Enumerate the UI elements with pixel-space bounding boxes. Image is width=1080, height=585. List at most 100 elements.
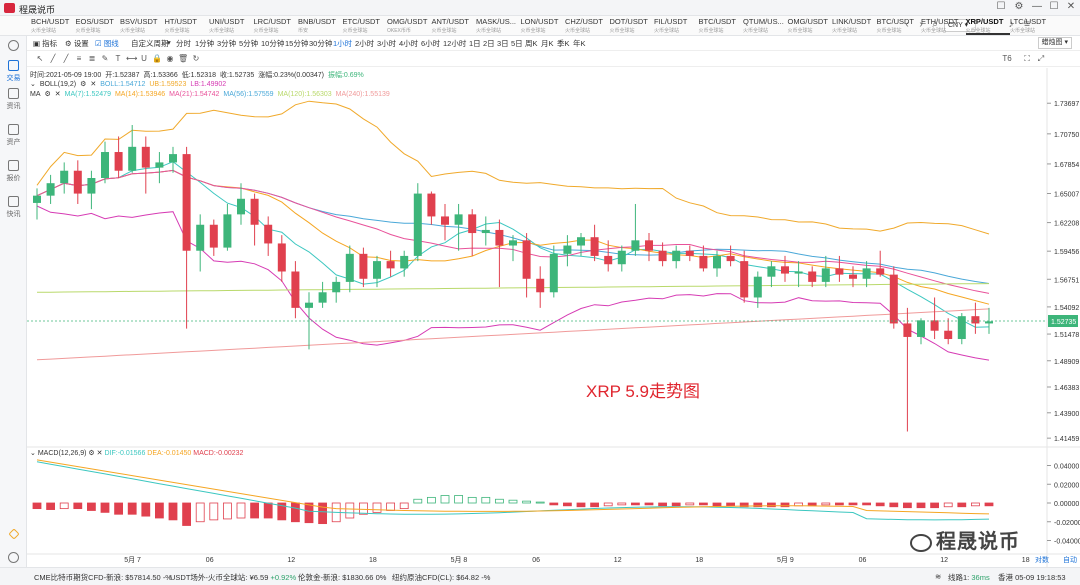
sidebar-item-flash[interactable]: 快讯 [0,192,27,226]
menu-icon[interactable]: ≡ [1024,19,1030,30]
period-button[interactable]: 周K [525,39,538,48]
ticker-tab[interactable]: OMG/USDT 火币全球站 [788,17,832,35]
indicator-button[interactable]: ▣ 指标 [33,39,58,48]
period-button[interactable]: 6小时 [421,39,441,48]
maximize-button[interactable]: ☐ [1049,1,1059,12]
sidebar-settings[interactable] [0,548,27,582]
channel-icon[interactable]: ≡ [76,54,82,63]
layout-icon[interactable]: ☐ [996,1,1006,12]
chart-size-label[interactable]: T6 [1002,54,1012,63]
ticker-tab[interactable]: XRP/USDT 火币全球站 [965,17,1010,35]
period-button[interactable]: 3小时 [377,39,397,48]
period-button[interactable]: 季K [557,39,570,48]
period-dropdown-icon[interactable]: ▾ [167,38,171,47]
ticker-tab[interactable]: OMG/USDT OKEX币币 [387,17,431,35]
ticker-tab[interactable]: BTC/USDT 火币全球站 [699,17,743,35]
ticker-tab[interactable]: FIL/USDT 火币全球站 [654,17,698,35]
ticker-tab[interactable]: MASK/US... 火币全球站 [476,17,520,35]
status-item-cme[interactable]: CME比特币期货CFD-新浪: $57814.50 -% [34,572,172,583]
cursor-icon[interactable]: ↖ [36,54,44,63]
status-item-oil[interactable]: 纽约原油CFD(CL): $64.82 -% [392,572,490,583]
ticker-tab[interactable]: BTC/USDT 火币全球站 [877,17,921,35]
period-button[interactable]: 分时 [176,39,191,48]
ma-close-icon[interactable]: ✕ [54,91,61,98]
sidebar-brand[interactable] [0,36,27,70]
ticker-tab[interactable]: EOS/USDT 火币全球站 [76,17,120,35]
ticker-tab[interactable]: BSV/USDT 火币全球站 [120,17,164,35]
period-button[interactable]: 10分钟 [261,39,285,48]
next-tabs-icon[interactable]: › [919,19,923,30]
period-button[interactable]: 月K [541,39,554,48]
period-button[interactable]: 2小时 [355,39,375,48]
boll-settings-icon[interactable]: ⚙ [80,81,87,88]
period-button[interactable]: 3分钟 [217,39,237,48]
refresh-icon[interactable]: ↻ [192,54,200,63]
auto-scale-toggle[interactable]: 自动 [1063,555,1077,564]
sidebar-item-assets[interactable]: 资产 [0,120,27,154]
measure-icon[interactable]: ⟷ [126,54,138,63]
trash-icon[interactable]: 🗑 [178,54,189,63]
ticker-tab[interactable]: LINK/USDT 火币全球站 [832,17,876,35]
sidebar-item-news[interactable]: 资讯 [0,84,27,118]
ticker-tab[interactable]: ANT/USDT 火币全球站 [432,17,476,35]
period-button[interactable]: 1日 [469,39,481,48]
period-button[interactable]: 2日 [483,39,495,48]
ticker-tab[interactable]: QTUM/US... 火币全球站 [743,17,787,35]
period-button[interactable]: 5分钟 [239,39,259,48]
close-button[interactable]: ✕ [1066,1,1076,12]
sidebar-item-quotes[interactable]: 报价 [0,156,27,190]
ma-settings-icon[interactable]: ⚙ [44,91,51,98]
ticker-tab[interactable]: UNI/USDT 火币全球站 [209,17,253,35]
macd-close-icon[interactable]: ✕ [96,450,103,457]
status-item-usdt[interactable]: USDT场外-火币全球站: ¥6.59 +0.92% [170,572,296,583]
sidebar-item-trade[interactable]: 交易 [0,56,27,90]
candle-body [577,237,585,246]
chart-type-select[interactable]: 蜡烛图 ▾ [1037,37,1072,49]
period-button[interactable]: 5日 [511,39,523,48]
ticker-tab[interactable]: BCH/USDT 火币全球站 [31,17,75,35]
period-button[interactable]: 15分钟 [285,39,309,48]
text-icon[interactable]: T [115,54,121,63]
custom-period-button[interactable]: 自定义周期 [131,39,169,48]
eye-icon[interactable]: ◉ [166,54,174,63]
ticker-tab[interactable]: LON/USDT 火币全球站 [521,17,565,35]
ticker-tab[interactable]: BNB/USDT 币安 [298,17,342,35]
magnet-icon[interactable]: U [141,54,147,63]
prev-tabs-icon[interactable]: ‹ [905,19,909,30]
period-button[interactable]: 12小时 [443,39,467,48]
period-button[interactable]: 1小时 [333,39,353,48]
ticker-tab[interactable]: ETC/USDT 火币全球站 [343,17,387,35]
ticker-tab[interactable]: LRC/USDT 火币全球站 [254,17,298,35]
ticker-tab[interactable]: CHZ/USDT 火币全球站 [565,17,609,35]
settings-icon[interactable]: ⚙ [1014,1,1024,12]
period-button[interactable]: 1分钟 [195,39,215,48]
period-button[interactable]: 30分钟 [309,39,333,48]
hide-lines-button[interactable]: ☑ 图线 [95,39,119,48]
period-button[interactable]: 年K [573,39,586,48]
bell-icon[interactable]: ♪ [1008,19,1014,30]
fib-icon[interactable]: ≣ [88,54,96,63]
brush-icon[interactable]: ✎ [101,54,109,63]
ticker-tab[interactable]: DOT/USDT 火币全球站 [610,17,654,35]
search-icon[interactable]: ⌕ [932,19,938,30]
status-item-gold[interactable]: 伦敦金-新浪: $1830.66 0% [298,572,386,583]
ray-icon[interactable]: ╱ [63,54,69,63]
minimize-button[interactable]: — [1032,1,1042,12]
macd-settings-icon[interactable]: ⚙ [88,450,95,457]
ticker-tab[interactable]: LTC/USDT 火币全球站 [1010,17,1054,35]
boll-close-icon[interactable]: ✕ [90,81,97,88]
log-scale-toggle[interactable]: 对数 [1035,555,1049,564]
lock-icon[interactable]: 🔒 [152,54,162,63]
macd-collapse-icon[interactable]: ⌄ [30,450,36,457]
settings-button[interactable]: ⚙ 设置 [65,39,89,48]
expand-icon[interactable]: ⛶ [1024,54,1030,63]
candlestick-chart[interactable]: 1.73697 1.70750 1.67854 1.65007 1.62208 1.594… [27,68,1080,567]
collapse-icon[interactable]: ⌄ [30,81,36,88]
fullscreen-icon[interactable]: ⤢ [1037,54,1045,63]
ticker-tab[interactable]: HT/USDT 火币全球站 [165,17,209,35]
period-button[interactable]: 4小时 [399,39,419,48]
currency-select[interactable]: CNY ▾ [944,19,976,32]
period-button[interactable]: 3日 [497,39,509,48]
line-icon[interactable]: ╱ [50,54,56,63]
ticker-tab[interactable]: ETH/USDT 火币全球站 [921,17,965,35]
